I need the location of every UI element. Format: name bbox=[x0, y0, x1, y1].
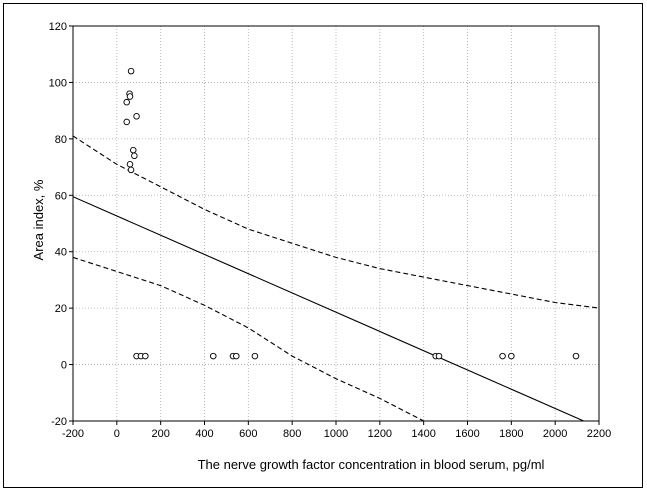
data-point bbox=[123, 118, 130, 126]
data-point bbox=[127, 166, 135, 174]
confidence-band-upper bbox=[73, 135, 599, 309]
y-tick-label: -20 bbox=[51, 416, 67, 428]
y-tick-label: 40 bbox=[55, 247, 67, 259]
y-tick-label: 100 bbox=[49, 77, 67, 89]
y-tick-label: 20 bbox=[55, 303, 67, 315]
y-tick-labels: -20 0 20 40 60 80 100 120 bbox=[49, 21, 67, 428]
x-tick-label: 2000 bbox=[543, 428, 567, 440]
chart-frame bbox=[3, 3, 643, 488]
data-point bbox=[131, 152, 138, 160]
x-tick-label: 1000 bbox=[324, 428, 348, 440]
data-point bbox=[572, 352, 580, 360]
x-tick-label: 1600 bbox=[455, 428, 479, 440]
data-point bbox=[233, 352, 240, 360]
data-point bbox=[126, 160, 134, 168]
x-tick-label: 1400 bbox=[411, 428, 435, 440]
data-point bbox=[126, 93, 134, 100]
x-tick-label: 600 bbox=[239, 428, 257, 440]
y-tick-label: 0 bbox=[61, 360, 67, 372]
regression-line bbox=[73, 196, 584, 421]
data-point bbox=[133, 113, 140, 120]
y-axis-label: Area index, % bbox=[31, 179, 46, 260]
plot-area-border bbox=[72, 25, 600, 422]
data-point bbox=[251, 352, 259, 360]
x-axis-label: The nerve growth factor concentration in… bbox=[198, 457, 545, 472]
x-tick-label: -200 bbox=[62, 428, 84, 440]
data-point bbox=[130, 146, 137, 154]
x-tick-label: 0 bbox=[114, 428, 120, 440]
y-tick-label: 80 bbox=[55, 134, 67, 146]
x-tick-labels: -200 0 200 400 600 800 1000 1200 1400 1600 1800 200… bbox=[62, 428, 611, 440]
data-point bbox=[127, 67, 135, 75]
data-point bbox=[499, 352, 506, 360]
x-tick-label: 1800 bbox=[499, 428, 523, 440]
x-tick-label: 400 bbox=[195, 428, 213, 440]
y-tick-label: 120 bbox=[49, 21, 67, 33]
data-point bbox=[210, 352, 217, 360]
confidence-band-lower bbox=[73, 256, 424, 421]
axes bbox=[69, 25, 600, 425]
data-point bbox=[142, 352, 149, 360]
fit-lines bbox=[73, 135, 599, 421]
x-tick-label: 2200 bbox=[587, 428, 611, 440]
x-tick-label: 200 bbox=[151, 428, 169, 440]
data-point bbox=[435, 352, 443, 360]
data-point bbox=[508, 352, 515, 360]
x-tick-label: 800 bbox=[283, 428, 301, 440]
x-tick-label: 1200 bbox=[368, 428, 392, 440]
y-tick-label: 60 bbox=[55, 190, 67, 202]
data-point bbox=[123, 98, 130, 106]
grid bbox=[73, 26, 599, 421]
data-points bbox=[123, 67, 580, 360]
